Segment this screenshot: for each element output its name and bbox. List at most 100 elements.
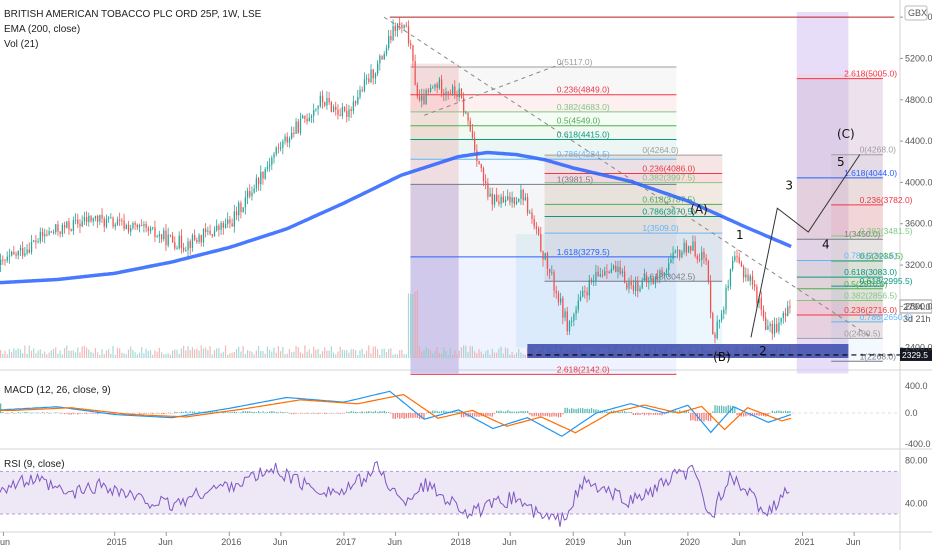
macd-histogram-bar [522, 411, 524, 413]
candle-body [443, 93, 445, 95]
candle-body [679, 250, 681, 258]
macd-histogram-bar [39, 413, 41, 414]
macd-histogram-bar [147, 412, 150, 414]
candle-body [632, 285, 635, 291]
candle-body [273, 154, 275, 158]
candle-body [787, 306, 789, 316]
macd-histogram-bar [306, 413, 308, 414]
price-tick-label: 3200.0 [905, 260, 932, 270]
volume-bar [264, 353, 266, 358]
macd-histogram-bar [24, 412, 26, 413]
candle-body [198, 235, 200, 242]
macd-histogram-bar [63, 413, 66, 415]
time-tick-label: 2020 [680, 537, 700, 547]
candle-body [132, 222, 134, 229]
candle-body [291, 132, 293, 139]
ema-indicator-label[interactable]: EMA (200, close) [4, 24, 80, 35]
volume-bar [22, 353, 24, 358]
volume-bar [474, 351, 476, 358]
candle-body [48, 231, 50, 235]
macd-histogram-bar [709, 413, 712, 422]
macd-histogram-bar [575, 409, 577, 413]
macd-histogram-bar [524, 411, 527, 413]
volume-bar [308, 349, 310, 358]
volume-bar [297, 347, 299, 358]
candle-body [103, 218, 105, 227]
candle-body [615, 265, 617, 272]
macd-histogram-bar [407, 413, 410, 419]
macd-histogram-bar [372, 411, 374, 413]
volume-bar [92, 352, 94, 358]
candle-body [465, 112, 467, 114]
fib-level-label: 0(4264.0) [642, 145, 679, 155]
candle-body [471, 130, 474, 139]
candle-body [77, 219, 79, 224]
candle-body [429, 87, 432, 92]
candle-body [37, 241, 39, 243]
volume-bar [244, 354, 246, 358]
macd-histogram-bar [778, 410, 780, 413]
volume-bar [257, 345, 260, 358]
volume-bar [271, 351, 273, 358]
macd-histogram-bar [330, 413, 333, 414]
macd-histogram-bar [729, 405, 732, 413]
macd-histogram-bar [718, 405, 721, 413]
candle-body [346, 110, 348, 117]
macd-histogram-bar [429, 411, 432, 413]
macd-histogram-bar [377, 411, 379, 413]
candle-body [447, 91, 449, 94]
candle-body [282, 141, 284, 148]
macd-histogram-bar [240, 412, 242, 413]
volume-bar [511, 352, 513, 358]
macd-histogram-bar [394, 413, 396, 420]
volume-bar [213, 350, 216, 358]
macd-histogram-bar [712, 411, 714, 413]
candle-body [392, 26, 394, 41]
macd-histogram-bar [227, 412, 229, 413]
macd-histogram-bar [540, 413, 542, 418]
macd-indicator-label[interactable]: MACD (12, 26, close, 9) [4, 385, 111, 396]
macd-histogram-bar [37, 412, 39, 414]
volume-bar [200, 345, 202, 358]
volume-bar [187, 346, 189, 358]
volume-bar [48, 352, 50, 358]
volume-bar [418, 346, 421, 358]
macd-histogram-bar [537, 413, 540, 417]
currency-badge: GBX [908, 8, 927, 18]
macd-histogram-bar [130, 413, 132, 414]
candle-body [52, 232, 55, 234]
wave-label: 2 [759, 344, 767, 358]
volume-bar [57, 353, 59, 358]
macd-histogram-bar [6, 413, 8, 414]
macd-histogram-bar [573, 408, 575, 413]
macd-histogram-bar [85, 413, 88, 415]
volume-bar [273, 347, 275, 358]
macd-histogram-bar [438, 411, 441, 413]
macd-histogram-bar [209, 411, 211, 413]
macd-histogram-bar [374, 410, 377, 413]
candle-body [716, 321, 718, 339]
volume-bar [357, 354, 359, 358]
volume-indicator-label[interactable]: Vol (21) [4, 39, 38, 50]
fib-band [796, 315, 883, 339]
candle-body [553, 272, 555, 291]
candle-body [474, 138, 476, 151]
macd-histogram-bar [412, 413, 414, 419]
rsi-indicator-label[interactable]: RSI (9, close) [4, 459, 65, 470]
candle-body [672, 252, 674, 260]
volume-bar [332, 352, 335, 358]
macd-histogram-bar [319, 413, 321, 414]
volume-bar [152, 354, 154, 358]
volume-bar [105, 350, 108, 358]
candle-body [19, 247, 22, 251]
macd-histogram-bar [310, 413, 313, 414]
candle-body [410, 43, 412, 46]
candle-body [743, 266, 745, 278]
macd-histogram-bar [670, 411, 672, 413]
macd-histogram-bar [257, 411, 260, 413]
volume-bar [209, 346, 211, 358]
candle-body [365, 78, 368, 80]
candle-body [487, 183, 489, 197]
